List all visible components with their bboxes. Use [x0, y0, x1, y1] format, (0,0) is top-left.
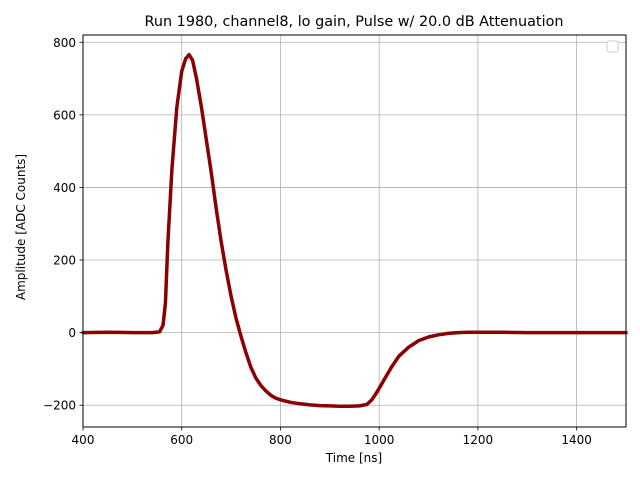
y-tick-label: −200: [43, 399, 76, 413]
x-tick-label: 600: [170, 433, 193, 447]
y-tick-label: 600: [53, 108, 76, 122]
x-tick-label: 1200: [463, 433, 494, 447]
y-axis-ticks: −200 0 200 400 600 800: [43, 36, 83, 413]
waveform-trace: [81, 52, 628, 409]
y-tick-label: 0: [68, 326, 76, 340]
x-axis-label: Time [ns]: [325, 451, 382, 465]
x-axis-ticks: 400 600 800 1000 1200 1400: [72, 427, 592, 447]
y-axis-label: Amplitude [ADC Counts]: [14, 154, 28, 300]
chart-title: Run 1980, channel8, lo gain, Pulse w/ 20…: [145, 14, 564, 30]
series-line: [81, 52, 628, 409]
x-tick-label: 1400: [561, 433, 592, 447]
y-tick-label: 200: [53, 254, 76, 268]
legend-box: [606, 40, 619, 53]
plot-frame: [82, 34, 627, 428]
x-tick-label: 400: [72, 433, 95, 447]
x-tick-label: 1000: [364, 433, 395, 447]
x-tick-label: 800: [269, 433, 292, 447]
y-tick-label: 400: [53, 181, 76, 195]
y-tick-label: 800: [53, 36, 76, 50]
grid: [82, 35, 626, 427]
